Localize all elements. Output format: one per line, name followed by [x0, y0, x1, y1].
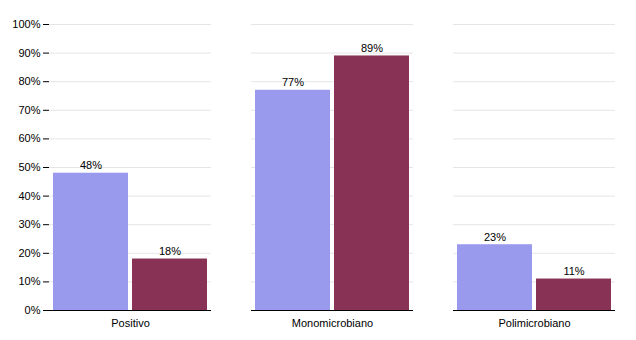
svg-text:18%: 18% [159, 245, 181, 257]
svg-text:90%: 90% [18, 47, 40, 59]
svg-text:77%: 77% [282, 76, 304, 88]
svg-text:10%: 10% [18, 275, 40, 287]
svg-text:Positivo: Positivo [111, 317, 150, 329]
svg-text:23%: 23% [484, 231, 506, 243]
svg-text:48%: 48% [80, 159, 102, 171]
svg-text:70%: 70% [18, 104, 40, 116]
svg-text:11%: 11% [563, 265, 584, 277]
svg-text:Monomicrobiano: Monomicrobiano [292, 317, 373, 329]
svg-text:Polimicrobiano: Polimicrobiano [498, 317, 570, 329]
svg-text:40%: 40% [18, 190, 40, 202]
svg-text:20%: 20% [18, 247, 40, 259]
svg-text:0%: 0% [25, 304, 41, 316]
svg-text:30%: 30% [18, 218, 40, 230]
svg-text:50%: 50% [18, 161, 40, 173]
svg-text:89%: 89% [361, 42, 383, 54]
svg-text:60%: 60% [18, 132, 40, 144]
svg-text:80%: 80% [18, 75, 40, 87]
svg-text:100%: 100% [12, 18, 40, 30]
